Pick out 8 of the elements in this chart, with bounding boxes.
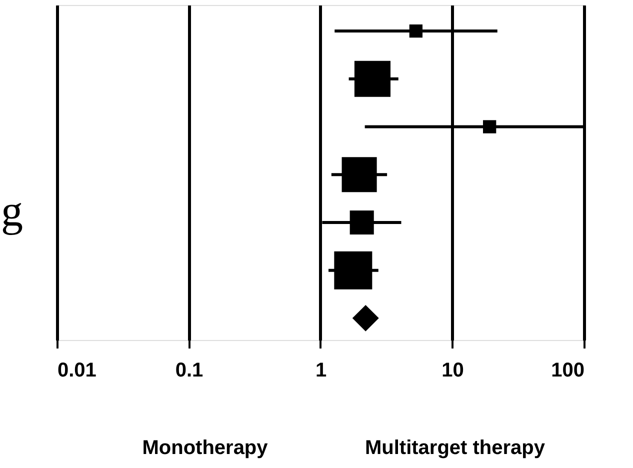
- x-tick-label: 10: [442, 360, 464, 382]
- x-tick-label: 0.1: [175, 360, 204, 382]
- text: Multitarget therapy: [364, 437, 546, 459]
- x-tick-label: 1: [315, 360, 327, 382]
- x-tick-label: 100: [551, 360, 584, 382]
- x-tick-label: 0.01: [58, 360, 96, 382]
- text: g: [1, 186, 23, 236]
- text: Monotherapy: [142, 437, 269, 459]
